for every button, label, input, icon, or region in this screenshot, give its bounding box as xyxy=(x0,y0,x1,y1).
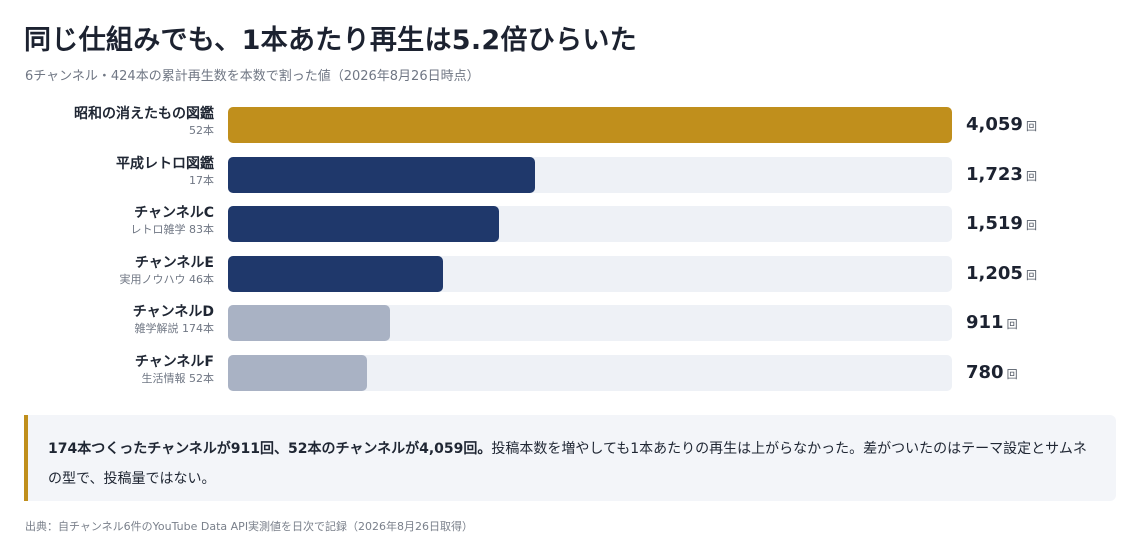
category-label: チャンネルE 実用ノウハウ 46本 xyxy=(120,254,215,288)
bar-track xyxy=(228,206,952,243)
bar-row: チャンネルF 生活情報 52本 780 回 xyxy=(0,352,1140,392)
category-name: 平成レトロ図鑑 xyxy=(116,155,214,172)
category-sub: レトロ雑学 83本 xyxy=(130,223,215,237)
value-unit: 回 xyxy=(1025,120,1037,133)
bar xyxy=(228,255,443,292)
bar-chart: 昭和の消えたもの図鑑 52本 4,059 回平成レトロ図鑑 17本 1,723 回チャンネル… xyxy=(0,104,1140,396)
source-note: 出典：自チャンネル6件のYouTube Data API実測値を日次で記録（20… xyxy=(25,520,474,533)
category-name: チャンネルD xyxy=(132,304,214,321)
value-number: 4,059 xyxy=(966,114,1023,135)
value-number: 1,519 xyxy=(966,213,1023,235)
category-name: チャンネルF xyxy=(134,354,214,370)
bar xyxy=(228,206,499,243)
bar-track xyxy=(228,107,952,143)
bar xyxy=(228,156,536,193)
bar-track xyxy=(228,255,952,292)
chart-title: 同じ仕組みでも、1本あたり再生は5.2倍ひらいた xyxy=(24,25,638,56)
category-label: チャンネルD 雑学解説 174本 xyxy=(133,303,214,337)
category-name: チャンネルE xyxy=(134,254,214,271)
value-unit: 回 xyxy=(1006,318,1018,332)
category-sub: 実用ノウハウ 46本 xyxy=(119,272,215,286)
bar-row: 昭和の消えたもの図鑑 52本 4,059 回 xyxy=(0,104,1140,144)
value-number: 780 xyxy=(966,362,1004,383)
bar-track xyxy=(228,355,952,391)
value-unit: 回 xyxy=(1025,219,1037,233)
bar xyxy=(228,305,391,342)
category-label: チャンネルC レトロ雑学 83本 xyxy=(131,204,215,238)
category-name: チャンネルC xyxy=(134,205,214,222)
insight-note: 174本つくったチャンネルが911回、52本のチャンネルが4,059回。投稿本数… xyxy=(24,415,1116,501)
note-strong-text: 174本つくったチャンネルが911回、52本のチャンネルが4,059回。 xyxy=(48,441,492,457)
bar-row: 平成レトロ図鑑 17本 1,723 回 xyxy=(0,154,1140,194)
category-sub: 52本 xyxy=(189,124,214,137)
value-number: 1,205 xyxy=(966,262,1023,284)
value-label: 1,519 回 xyxy=(966,213,1037,234)
bar-row: チャンネルD 雑学解説 174本 911 回 xyxy=(0,302,1140,342)
bar xyxy=(228,107,952,143)
value-unit: 回 xyxy=(1025,268,1037,282)
value-unit: 回 xyxy=(1006,368,1018,381)
category-label: 平成レトロ図鑑 17本 xyxy=(116,155,214,189)
value-number: 911 xyxy=(966,312,1004,334)
category-name: 昭和の消えたもの図鑑 xyxy=(74,106,214,122)
value-label: 780 回 xyxy=(966,362,1018,383)
bar-row: チャンネルE 実用ノウハウ 46本 1,205 回 xyxy=(0,253,1140,293)
bar-row: チャンネルC レトロ雑学 83本 1,519 回 xyxy=(0,203,1140,243)
value-label: 911 回 xyxy=(966,312,1018,333)
value-number: 1,723 xyxy=(966,163,1023,185)
value-label: 1,205 回 xyxy=(966,263,1037,284)
value-label: 4,059 回 xyxy=(966,114,1037,135)
category-sub: 17本 xyxy=(189,173,214,187)
category-label: 昭和の消えたもの図鑑 52本 xyxy=(74,105,214,139)
category-sub: 生活情報 52本 xyxy=(141,372,215,385)
note-body-text: 投稿本数を増やしても1本あたりの再生は上がらなかった。差がついたのはテーマ設定と… xyxy=(48,441,1087,487)
bar xyxy=(228,355,368,391)
bar-track xyxy=(228,156,952,193)
value-unit: 回 xyxy=(1025,169,1037,183)
category-label: チャンネルF 生活情報 52本 xyxy=(135,353,214,387)
value-label: 1,723 回 xyxy=(966,164,1037,185)
bar-track xyxy=(228,305,952,342)
category-sub: 雑学解説 174本 xyxy=(134,322,215,336)
chart-subtitle: 6チャンネル・424本の累計再生数を本数で割った値（2026年8月26日時点） xyxy=(25,69,480,84)
